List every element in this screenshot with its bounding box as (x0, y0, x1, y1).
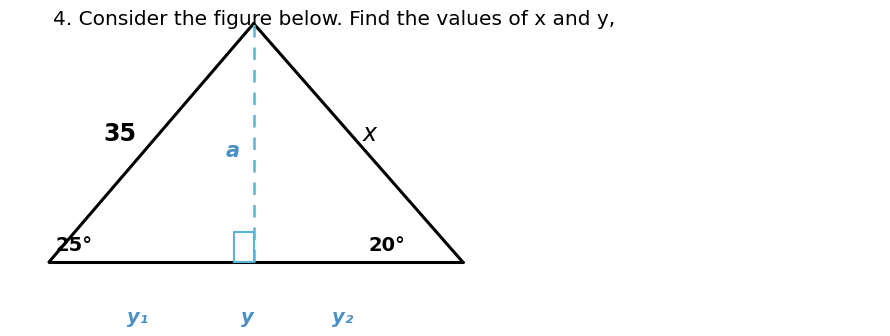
Text: 4. Consider the figure below. Find the values of x and y,: 4. Consider the figure below. Find the v… (53, 10, 616, 29)
Text: a: a (226, 141, 240, 161)
Text: 20°: 20° (368, 236, 406, 255)
Text: y₁: y₁ (127, 308, 149, 327)
Text: y₂: y₂ (332, 308, 353, 327)
Text: 35: 35 (103, 122, 137, 146)
Text: y: y (241, 308, 254, 327)
Text: x: x (362, 122, 376, 146)
Text: 25°: 25° (55, 236, 93, 255)
